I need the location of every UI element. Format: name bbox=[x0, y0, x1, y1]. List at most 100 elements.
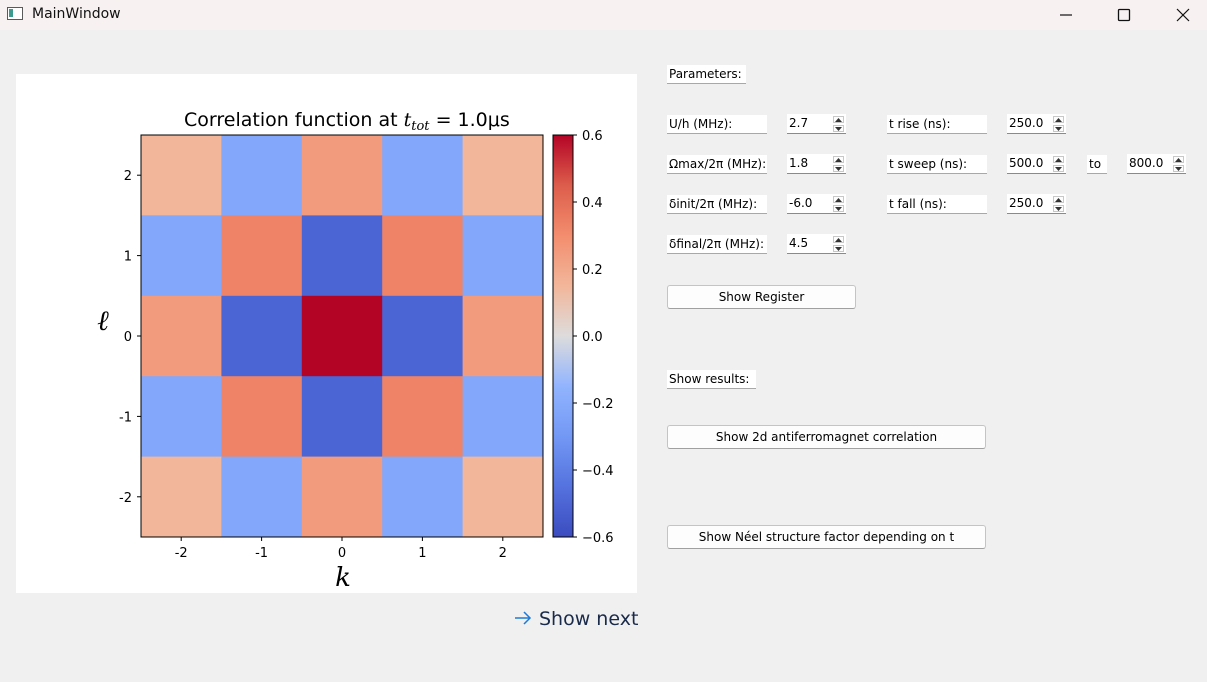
delta-init-value: -6.0 bbox=[789, 196, 813, 210]
spin-down-icon[interactable] bbox=[833, 205, 844, 212]
omega-max-spinbox[interactable]: 1.8 bbox=[787, 154, 846, 174]
spin-up-icon[interactable] bbox=[1053, 196, 1064, 203]
x-axis-label: k bbox=[335, 563, 351, 593]
show-register-button[interactable]: Show Register bbox=[667, 285, 856, 309]
heatmap-cell bbox=[221, 456, 303, 538]
spin-up-icon[interactable] bbox=[1053, 116, 1064, 123]
colorbar-tick-label: −0.4 bbox=[582, 464, 614, 479]
colorbar bbox=[552, 134, 574, 538]
spin-down-icon[interactable] bbox=[1053, 125, 1064, 132]
heatmap-cell bbox=[301, 295, 383, 377]
spin-down-icon[interactable] bbox=[833, 125, 844, 132]
heatmap-cell bbox=[221, 376, 303, 458]
spin-down-icon[interactable] bbox=[833, 165, 844, 172]
heatmap-cell bbox=[301, 215, 383, 297]
heatmap-cell bbox=[382, 215, 464, 297]
show-next-button[interactable]: Show next bbox=[512, 606, 638, 632]
maximize-button[interactable] bbox=[1101, 0, 1147, 30]
heatmap-cell bbox=[382, 295, 464, 377]
heatmap-cell bbox=[382, 376, 464, 458]
heatmap-cell bbox=[382, 456, 464, 538]
heatmap-cell bbox=[221, 135, 303, 216]
y-tick-label: 2 bbox=[124, 169, 132, 184]
y-tick-label: -1 bbox=[119, 410, 132, 425]
heatmap-cell bbox=[141, 376, 222, 458]
t-sweep-spinbox[interactable]: 500.0 bbox=[1007, 154, 1066, 174]
colorbar-tick-label: 0.6 bbox=[582, 129, 603, 144]
show-correlation-button[interactable]: Show 2d antiferromagnet correlation bbox=[667, 425, 986, 449]
heatmap-cell bbox=[462, 215, 544, 297]
spin-up-icon[interactable] bbox=[1053, 156, 1064, 163]
app-icon bbox=[7, 7, 23, 20]
t-rise-spinbox[interactable]: 250.0 bbox=[1007, 114, 1066, 134]
spin-up-icon[interactable] bbox=[833, 156, 844, 163]
t-rise-label: t rise (ns): bbox=[887, 115, 987, 134]
t-sweep-value: 500.0 bbox=[1009, 156, 1044, 170]
y-tick-label: 0 bbox=[124, 330, 132, 345]
x-tick-label: 0 bbox=[338, 546, 346, 561]
chart-title: Correlation function at ttot = 1.0μs bbox=[184, 109, 510, 134]
colorbar-tick-label: 0.2 bbox=[582, 263, 603, 278]
close-icon bbox=[1176, 8, 1190, 22]
spin-down-icon[interactable] bbox=[1053, 165, 1064, 172]
colorbar-tick-label: −0.2 bbox=[582, 397, 614, 412]
heatmap-cell bbox=[301, 456, 383, 538]
show-neel-structure-button[interactable]: Show Néel structure factor depending on … bbox=[667, 525, 986, 549]
t-sweep-label: t sweep (ns): bbox=[887, 155, 987, 174]
t-rise-value: 250.0 bbox=[1009, 116, 1044, 130]
title-bar[interactable]: MainWindow bbox=[0, 0, 1207, 30]
x-tick-label: -1 bbox=[255, 546, 268, 561]
delta-final-value: 4.5 bbox=[789, 236, 809, 250]
y-axis-label: ℓ bbox=[97, 304, 109, 337]
delta-init-label: δinit/2π (MHz): bbox=[667, 195, 767, 214]
heatmap-cell bbox=[141, 135, 222, 216]
minimize-button[interactable] bbox=[1043, 0, 1089, 30]
heatmap-cell bbox=[462, 456, 544, 538]
delta-final-label: δfinal/2π (MHz): bbox=[667, 235, 767, 254]
correlation-heatmap: Correlation function at ttot = 1.0μs -2 -… bbox=[97, 109, 614, 593]
spin-down-icon[interactable] bbox=[833, 245, 844, 252]
t-fall-label: t fall (ns): bbox=[887, 195, 987, 214]
spin-up-icon[interactable] bbox=[1173, 156, 1184, 163]
close-button[interactable] bbox=[1160, 0, 1206, 30]
parameters-header: Parameters: bbox=[667, 65, 746, 84]
y-tick-label: 1 bbox=[124, 250, 132, 265]
x-tick-label: -2 bbox=[175, 546, 188, 561]
window-title: MainWindow bbox=[32, 6, 121, 22]
u-h-value: 2.7 bbox=[789, 116, 809, 130]
show-results-header: Show results: bbox=[667, 370, 756, 389]
omega-max-value: 1.8 bbox=[789, 156, 809, 170]
arrow-right-icon bbox=[515, 611, 532, 625]
spin-up-icon[interactable] bbox=[833, 236, 844, 243]
x-tick-label: 2 bbox=[499, 546, 507, 561]
plot-canvas: Correlation function at ttot = 1.0μs -2 -… bbox=[16, 74, 637, 593]
heatmap-cell bbox=[462, 135, 544, 216]
show-next-label: Show next bbox=[539, 608, 639, 630]
t-fall-spinbox[interactable]: 250.0 bbox=[1007, 194, 1066, 214]
spin-down-icon[interactable] bbox=[1053, 205, 1064, 212]
t-sweep-to-spinbox[interactable]: 800.0 bbox=[1127, 154, 1186, 174]
x-tick-label: 1 bbox=[418, 546, 426, 561]
delta-final-spinbox[interactable]: 4.5 bbox=[787, 234, 846, 254]
t-sweep-to-label: to bbox=[1087, 155, 1107, 174]
spin-up-icon[interactable] bbox=[833, 196, 844, 203]
u-h-spinbox[interactable]: 2.7 bbox=[787, 114, 846, 134]
colorbar-tick-label: 0.0 bbox=[582, 330, 603, 345]
heatmap-cell bbox=[221, 215, 303, 297]
colorbar-tick-label: −0.6 bbox=[582, 531, 614, 546]
heatmap-cell bbox=[301, 135, 383, 216]
heatmap-cell bbox=[141, 215, 222, 297]
u-h-label: U/h (MHz): bbox=[667, 115, 767, 134]
t-sweep-to-value: 800.0 bbox=[1129, 156, 1164, 170]
heatmap-cell bbox=[141, 456, 222, 538]
minimize-icon bbox=[1060, 14, 1072, 16]
heatmap-cell bbox=[141, 295, 222, 377]
heatmap-cell bbox=[382, 135, 464, 216]
spin-down-icon[interactable] bbox=[1173, 165, 1184, 172]
spin-up-icon[interactable] bbox=[833, 116, 844, 123]
heatmap-cell bbox=[221, 295, 303, 377]
omega-max-label: Ωmax/2π (MHz): bbox=[667, 155, 767, 174]
colorbar-tick-label: 0.4 bbox=[582, 196, 603, 211]
t-fall-value: 250.0 bbox=[1009, 196, 1044, 210]
delta-init-spinbox[interactable]: -6.0 bbox=[787, 194, 846, 214]
